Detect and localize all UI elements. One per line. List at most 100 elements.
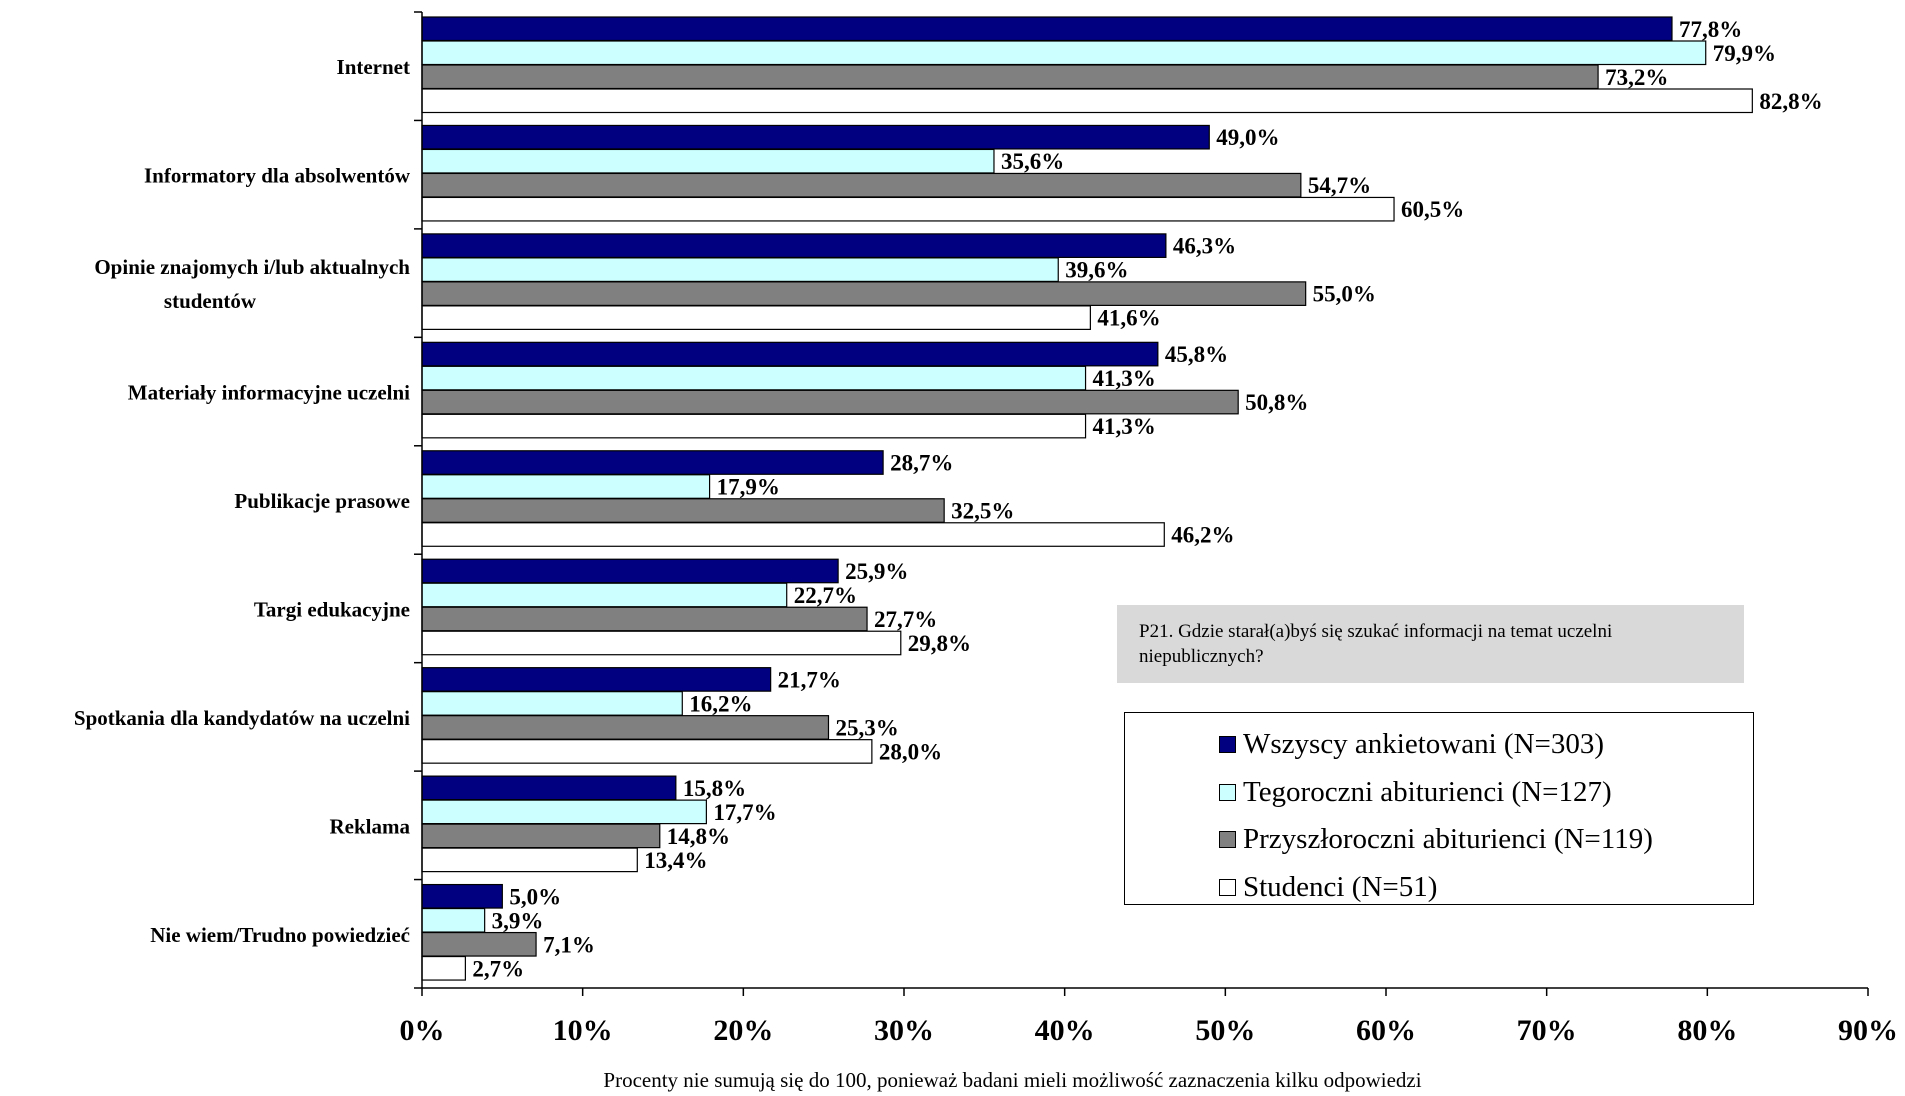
bar-series-4-cat-6 (421, 630, 902, 656)
bar-series-4-cat-5 (421, 522, 1165, 547)
data-label: 32,5% (951, 499, 1014, 524)
x-tick-label: 50% (1195, 1014, 1255, 1047)
bar-series-1-cat-5 (421, 450, 884, 475)
data-label: 46,3% (1173, 234, 1236, 259)
data-label: 79,9% (1713, 41, 1776, 66)
data-label: 82,8% (1759, 89, 1822, 114)
x-tick-label: 60% (1356, 1014, 1416, 1047)
data-label: 41,3% (1093, 366, 1156, 391)
data-label: 54,7% (1308, 173, 1371, 198)
data-label: 29,8% (908, 631, 971, 656)
bar-series-2-cat-7 (421, 691, 683, 716)
footnote-text: Procenty nie sumują się do 100, ponieważ… (603, 1068, 1422, 1092)
data-label: 25,9% (845, 559, 908, 584)
data-label: 73,2% (1605, 65, 1668, 90)
data-label: 41,3% (1093, 414, 1156, 439)
legend-label: Studenci (N=51) (1243, 870, 1438, 903)
x-tick-label: 80% (1677, 1014, 1737, 1047)
category-label-line: Publikacje prasowe (234, 489, 410, 513)
legend-swatch (1219, 831, 1236, 849)
data-label: 3,9% (492, 908, 544, 933)
x-tick-label: 40% (1035, 1014, 1095, 1047)
legend-swatch (1219, 878, 1236, 896)
data-label: 39,6% (1065, 258, 1128, 283)
category-label: Spotkania dla kandydatów na uczelni (74, 706, 410, 730)
data-label: 21,7% (778, 667, 841, 692)
bar-series-4-cat-9 (421, 955, 466, 981)
data-label: 25,3% (835, 715, 898, 740)
data-label: 45,8% (1165, 342, 1228, 367)
data-label: 14,8% (667, 824, 730, 849)
legend-swatch (1219, 736, 1236, 754)
bar-series-1-cat-4 (421, 341, 1159, 367)
bar-series-4-cat-2 (421, 196, 1395, 222)
bar-series-1-cat-1 (421, 16, 1673, 42)
category-label-line: studentów (164, 289, 257, 313)
x-tick-label: 90% (1838, 1014, 1898, 1047)
bar-series-3-cat-9 (421, 931, 537, 957)
legend-label: Tegoroczni abiturienci (N=127) (1243, 775, 1612, 808)
legend-item: Wszyscy ankietowani (N=303) (1125, 721, 1753, 769)
category-label: Reklama (330, 814, 411, 838)
data-label: 35,6% (1001, 149, 1064, 174)
category-label: Nie wiem/Trudno powiedzieć (150, 923, 410, 947)
bar-series-4-cat-1 (421, 88, 1753, 114)
bar-series-1-cat-8 (421, 775, 677, 801)
data-label: 2,7% (472, 956, 524, 981)
bar-series-3-cat-5 (421, 498, 945, 523)
legend-item: Przyszłoroczni abiturienci (N=119) (1125, 816, 1753, 864)
category-label-line: Materiały informacyjne uczelni (128, 381, 410, 405)
x-tick-label: 0% (400, 1014, 445, 1047)
bar-series-4-cat-4 (421, 413, 1087, 439)
category-label: Internet (337, 55, 410, 79)
question-annotation: P21. Gdzie starał(a)byś się szukać infor… (1117, 605, 1744, 683)
data-label: 50,8% (1245, 390, 1308, 415)
bar-series-3-cat-3 (421, 281, 1307, 306)
bar-series-4-cat-3 (421, 305, 1091, 330)
category-label: Informatory dla absolwentów (144, 164, 411, 188)
category-label-line: Spotkania dla kandydatów na uczelni (74, 706, 410, 730)
category-label: Materiały informacyjne uczelni (128, 381, 410, 405)
bar-series-4-cat-8 (421, 847, 638, 873)
x-tick-label: 30% (874, 1014, 934, 1047)
data-label: 17,7% (713, 800, 776, 825)
category-label-line: Targi edukacyjne (254, 597, 410, 621)
data-label: 27,7% (874, 607, 937, 632)
bar-series-3-cat-7 (421, 715, 830, 740)
category-label-line: Nie wiem/Trudno powiedzieć (150, 923, 410, 947)
data-label: 13,4% (644, 848, 707, 873)
data-label: 77,8% (1679, 17, 1742, 42)
bar-series-1-cat-6 (421, 558, 839, 584)
bar-series-4-cat-7 (421, 739, 873, 764)
category-label-line: Reklama (330, 814, 411, 838)
category-label-line: Opinie znajomych i/lub aktualnych (94, 255, 410, 279)
legend-label: Wszyscy ankietowani (N=303) (1243, 728, 1605, 761)
bar-series-2-cat-9 (421, 907, 486, 933)
bar-series-3-cat-1 (421, 64, 1599, 90)
bar-series-1-cat-2 (421, 124, 1210, 150)
bar-series-1-cat-7 (421, 667, 772, 692)
data-label: 55,0% (1313, 282, 1376, 307)
bar-series-2-cat-8 (421, 799, 707, 825)
data-label: 41,6% (1097, 306, 1160, 331)
bar-series-2-cat-5 (421, 474, 711, 499)
legend-label: Przyszłoroczni abiturienci (N=119) (1243, 823, 1653, 856)
bar-series-2-cat-4 (421, 365, 1087, 391)
data-label: 28,7% (890, 451, 953, 476)
bar-series-3-cat-6 (421, 606, 868, 632)
data-label: 60,5% (1401, 197, 1464, 222)
bar-series-2-cat-3 (421, 257, 1059, 282)
data-label: 49,0% (1216, 125, 1279, 150)
legend-item: Tegoroczni abiturienci (N=127) (1125, 769, 1753, 817)
data-label: 17,9% (717, 475, 780, 500)
x-tick-label: 70% (1517, 1014, 1577, 1047)
data-label: 15,8% (683, 776, 746, 801)
legend-item: Studenci (N=51) (1125, 864, 1753, 912)
bar-series-1-cat-9 (421, 883, 503, 909)
legend-swatch (1219, 783, 1236, 801)
data-label: 16,2% (689, 691, 752, 716)
bar-series-3-cat-8 (421, 823, 661, 849)
chart-legend: Wszyscy ankietowani (N=303) Tegoroczni ab… (1124, 712, 1754, 905)
